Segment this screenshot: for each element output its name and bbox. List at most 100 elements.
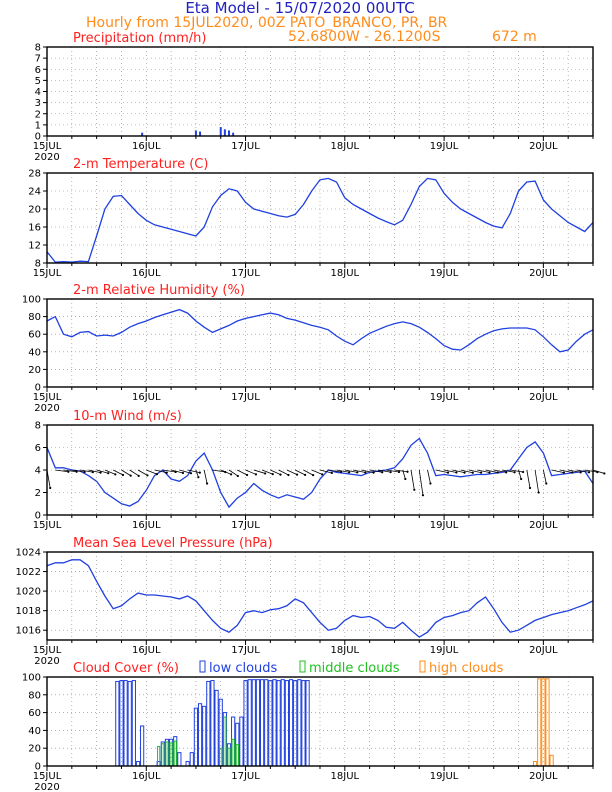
chart-subtitle: Hourly from 15JUL2020, 00Z PATO_BRANCO, … — [86, 15, 448, 31]
wind-vector-head — [496, 471, 499, 474]
y-tick-label: 8 — [35, 421, 41, 432]
wind-vector — [195, 469, 200, 479]
panel-title: 2-m Temperature (C) — [73, 157, 208, 172]
wind-vector-head — [571, 471, 574, 474]
wind-vector-head — [421, 494, 425, 497]
wind-vector — [328, 469, 343, 474]
wind-vector-shaft — [154, 469, 167, 473]
wind-vector-head — [513, 471, 516, 474]
wind-vector-shaft — [568, 469, 581, 473]
wind-vector-shaft — [410, 469, 415, 490]
wind-vector-head — [413, 488, 416, 491]
wind-vector — [386, 469, 401, 474]
x-tick-label: 19JUL — [430, 392, 459, 403]
y-tick-label: 1016 — [16, 626, 41, 637]
x-tick-label: 15JUL — [33, 645, 62, 656]
y-tick-label: 1 — [35, 120, 41, 131]
panel-cloud-cover: 0 20 40 60 80 100 15JUL 16JUL 17JUL 18JUL 19JUL 20J… — [22, 660, 594, 792]
wind-vector-shaft — [187, 469, 200, 473]
y-tick-label: 5 — [35, 76, 41, 87]
wind-vector-head — [339, 470, 343, 474]
x-tick-label: 20JUL — [529, 771, 558, 782]
x-year-label: 2020 — [34, 403, 59, 414]
wind-vector — [179, 469, 193, 475]
wind-vector-head — [520, 477, 523, 481]
wind-vector — [344, 469, 359, 474]
wind-vector-shaft — [386, 469, 400, 473]
wind-vector — [485, 469, 499, 474]
wind-vector — [435, 469, 450, 474]
x-tick-label: 16JUL — [132, 141, 161, 152]
y-tick-label: 4 — [35, 87, 41, 98]
wind-vector-head — [91, 471, 94, 474]
wind-vector-head — [480, 471, 483, 474]
y-tick-label: 80 — [28, 312, 41, 323]
wind-vector-head — [155, 473, 159, 476]
wind-vector — [361, 469, 375, 474]
precip-bar — [219, 127, 222, 136]
y-tick-label: 2 — [35, 488, 41, 499]
legend-item: high clouds — [419, 660, 504, 676]
legend-label: middle clouds — [309, 661, 400, 676]
y-tick-label: 20 — [28, 365, 41, 376]
x-tick-label: 17JUL — [231, 520, 260, 531]
y-tick-label: 100 — [22, 673, 41, 684]
panel-pressure: 1016 1018 1020 1022 1024 15JUL 16JUL 17JUL 18JUL… — [16, 536, 594, 667]
wind-vector-head — [271, 473, 274, 476]
wind-vector — [568, 469, 582, 474]
wind-vector — [402, 469, 407, 481]
wind-vector-shaft — [162, 469, 176, 473]
wind-vector-head — [321, 473, 324, 476]
wind-vector-shaft — [328, 469, 342, 473]
wind-vector-shaft — [303, 469, 314, 476]
wind-vector-head — [356, 471, 359, 474]
wind-vector-shaft — [526, 469, 531, 489]
wind-vector-shaft — [270, 469, 281, 476]
wind-vector-shaft — [71, 469, 85, 473]
wind-vector — [336, 469, 351, 474]
wind-vector-shaft — [551, 469, 564, 473]
x-tick-label: 16JUL — [132, 771, 161, 782]
wind-vector-head — [579, 471, 582, 474]
wind-vector — [295, 469, 307, 476]
wind-vector-shaft — [435, 469, 449, 473]
wind-vector-head — [198, 471, 201, 474]
panel-title: Precipitation (mm/h) — [73, 31, 206, 46]
wind-vector — [220, 469, 233, 476]
wind-vector-head — [505, 471, 508, 474]
wind-vector — [154, 469, 168, 474]
wind-vector-head — [545, 482, 548, 485]
y-tick-label: 80 — [28, 690, 41, 701]
wind-vector-head — [254, 473, 258, 476]
x-tick-label: 15JUL — [33, 141, 62, 152]
wind-vector-shaft — [245, 469, 257, 475]
legend-swatch — [419, 660, 426, 673]
wind-vector-head — [603, 472, 606, 475]
y-tick-label: 60 — [28, 708, 41, 719]
wind-vector-shaft — [402, 469, 406, 480]
wind-vector-shaft — [88, 469, 101, 473]
wind-vector-shaft — [361, 469, 374, 473]
wind-vector-shaft — [418, 469, 424, 496]
wind-vector — [493, 469, 508, 474]
x-tick-label: 20JUL — [529, 268, 558, 279]
y-tick-label: 60 — [28, 330, 41, 341]
wind-vector-shaft — [559, 469, 573, 473]
x-tick-label: 20JUL — [529, 141, 558, 152]
wind-vector-head — [312, 474, 315, 477]
wind-vector — [113, 469, 125, 477]
wind-vector-shaft — [137, 469, 148, 476]
wind-vector-shaft — [542, 469, 547, 484]
x-tick-label: 15JUL — [33, 392, 62, 403]
x-tick-label: 18JUL — [331, 645, 360, 656]
wind-vector-head — [364, 471, 367, 474]
wind-vector-head — [137, 474, 140, 477]
y-tick-label: 40 — [28, 347, 41, 358]
wind-vector-shaft — [485, 469, 498, 473]
wind-vector — [468, 469, 483, 474]
y-tick-label: 0 — [35, 132, 41, 143]
x-tick-label: 18JUL — [331, 520, 360, 531]
wind-vector-head — [381, 471, 384, 474]
